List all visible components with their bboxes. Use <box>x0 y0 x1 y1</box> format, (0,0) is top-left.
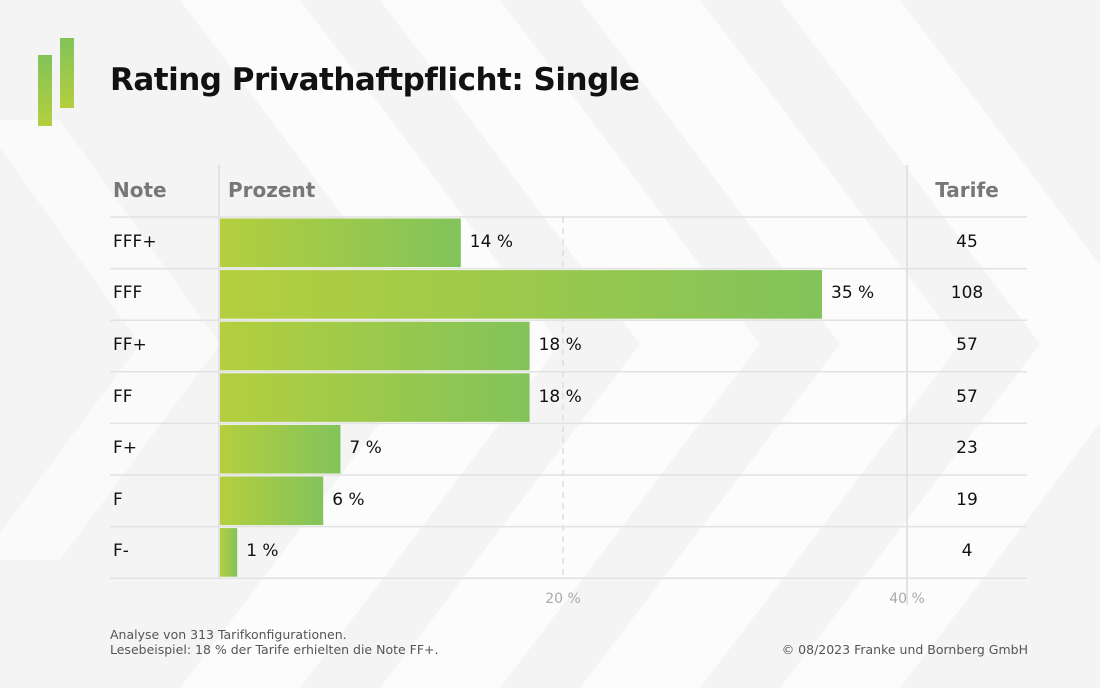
chart-title: Rating Privathaftpflicht: Single <box>110 62 640 98</box>
header-percent: Prozent <box>228 178 316 202</box>
value-label: 7 % <box>349 438 382 459</box>
row-note: FF <box>113 386 133 407</box>
value-label: 18 % <box>538 335 582 355</box>
value-label: 1 % <box>246 541 279 562</box>
bar-FF <box>220 373 530 422</box>
header-note: Note <box>113 178 167 202</box>
x-tick-label: 40 % <box>889 591 925 607</box>
x-tick-label: 20 % <box>545 591 581 607</box>
row-tariffs: 4 <box>961 541 973 562</box>
row-note: FF+ <box>113 335 147 355</box>
row-tariffs: 108 <box>950 283 984 304</box>
logo <box>38 38 74 126</box>
value-label: 18 % <box>538 386 582 407</box>
row-tariffs: 57 <box>956 386 978 407</box>
row-note: FFF+ <box>113 231 157 252</box>
bar-FFF <box>220 270 822 319</box>
bar-FFF+ <box>220 218 461 268</box>
row-note: FFF <box>113 283 143 304</box>
footer-analysis: Analyse von 313 Tarifkonfigurationen. <box>110 627 347 642</box>
header-tariffs: Tarife <box>935 178 999 202</box>
row-tariffs: 23 <box>956 438 978 459</box>
footer-example: Lesebeispiel: 18 % der Tarife erhielten … <box>110 642 439 657</box>
bar-F <box>220 476 324 526</box>
copyright: © 08/2023 Franke und Bornberg GmbH <box>781 642 1028 657</box>
row-tariffs: 19 <box>956 489 978 510</box>
value-label: 6 % <box>332 489 365 510</box>
row-note: F+ <box>113 438 138 459</box>
bar-FF+ <box>220 321 530 371</box>
row-tariffs: 57 <box>956 335 978 355</box>
row-note: F- <box>113 541 129 562</box>
value-label: 14 % <box>469 231 513 252</box>
value-label: 35 % <box>831 283 875 304</box>
bar-F+ <box>220 424 341 474</box>
footer-notes: Analyse von 313 Tarifkonfigurationen. Le… <box>110 627 439 657</box>
bar-F- <box>220 528 238 577</box>
row-note: F <box>113 489 123 510</box>
row-tariffs: 45 <box>956 231 978 252</box>
